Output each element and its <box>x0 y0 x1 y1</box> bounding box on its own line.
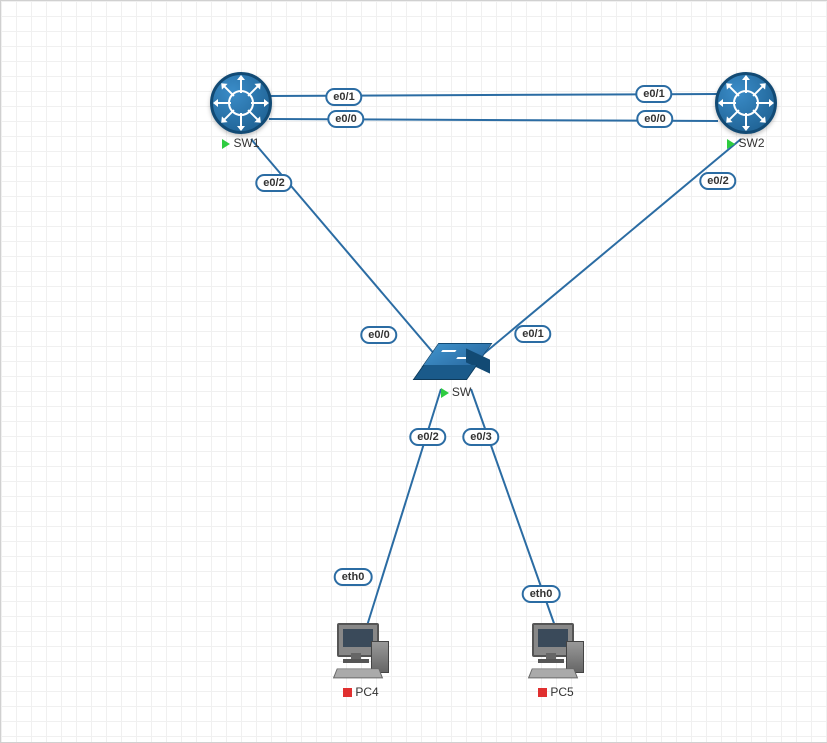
node-label: PC5 <box>526 685 586 699</box>
port-label[interactable]: e0/0 <box>327 110 364 128</box>
node-sw1[interactable]: SW1 <box>210 72 272 150</box>
port-label[interactable]: e0/2 <box>699 172 736 190</box>
topology-canvas[interactable]: e0/1 e0/1 e0/0 e0/0 e0/2 e0/0 e0/2 e0/1 e0/2 eth0… <box>0 0 827 743</box>
l3switch-icon <box>715 72 777 134</box>
status-icon <box>222 139 230 149</box>
port-label[interactable]: e0/2 <box>409 428 446 446</box>
link[interactable] <box>251 139 436 356</box>
link[interactable] <box>481 139 741 356</box>
node-label: SW <box>422 385 490 399</box>
link[interactable] <box>366 389 441 629</box>
port-label[interactable]: eth0 <box>334 568 373 586</box>
pc-icon <box>526 623 586 683</box>
node-sw2[interactable]: SW2 <box>715 72 777 150</box>
l2switch-icon <box>422 343 490 383</box>
port-label[interactable]: e0/2 <box>255 174 292 192</box>
node-label: PC4 <box>331 685 391 699</box>
port-label[interactable]: e0/1 <box>635 85 672 103</box>
status-icon <box>538 688 547 697</box>
status-icon <box>441 388 449 398</box>
node-pc5[interactable]: PC5 <box>526 623 586 699</box>
port-label[interactable]: e0/1 <box>514 325 551 343</box>
status-icon <box>727 139 735 149</box>
node-label: SW1 <box>210 136 272 150</box>
port-label[interactable]: e0/0 <box>360 326 397 344</box>
port-label[interactable]: e0/0 <box>636 110 673 128</box>
node-sw[interactable]: SW <box>422 343 490 399</box>
node-pc4[interactable]: PC4 <box>331 623 391 699</box>
pc-icon <box>331 623 391 683</box>
links-layer <box>1 1 827 742</box>
l3switch-icon <box>210 72 272 134</box>
status-icon <box>343 688 352 697</box>
port-label[interactable]: e0/1 <box>325 88 362 106</box>
port-label[interactable]: eth0 <box>522 585 561 603</box>
node-label: SW2 <box>715 136 777 150</box>
port-label[interactable]: e0/3 <box>462 428 499 446</box>
